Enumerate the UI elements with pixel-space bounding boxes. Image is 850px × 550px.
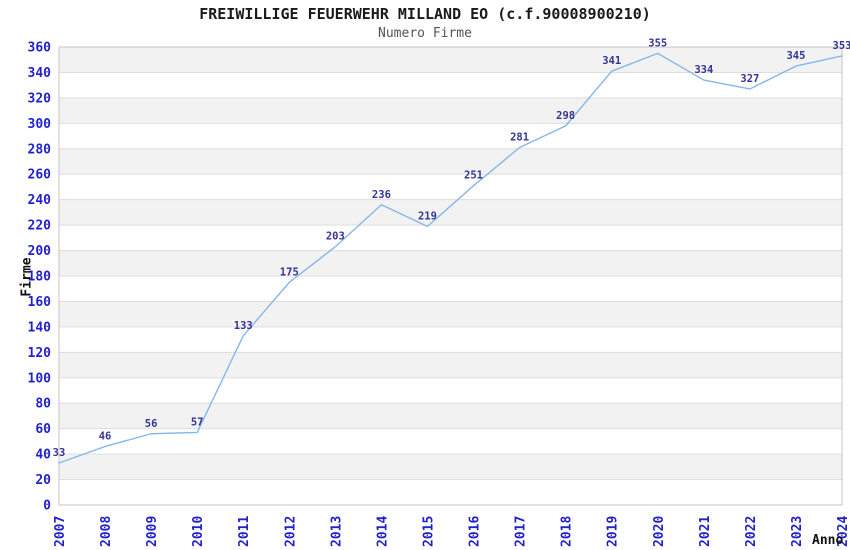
plot-band	[59, 148, 842, 175]
chart-subtitle: Numero Firme	[378, 26, 472, 41]
plot-band	[59, 47, 842, 73]
data-point-label: 203	[326, 231, 345, 243]
x-tick-label: 2019	[606, 516, 621, 547]
x-tick-label: 2009	[145, 516, 160, 547]
plot-band	[59, 403, 842, 429]
y-tick-label: 200	[28, 244, 52, 259]
data-point-label: 57	[191, 416, 204, 428]
x-tick-label: 2023	[790, 516, 805, 547]
plot-border	[58, 46, 843, 506]
y-tick-label: 240	[28, 193, 52, 208]
x-tick-label: 2014	[375, 516, 390, 547]
y-tick-label: 260	[28, 168, 52, 183]
y-tick-label: 300	[28, 117, 52, 132]
x-axis-title: Anno	[812, 533, 844, 548]
y-tick-label: 120	[28, 346, 52, 361]
x-tick-label: 2018	[560, 516, 575, 547]
x-tick-label: 2017	[514, 516, 529, 547]
data-point-label: 341	[602, 55, 621, 67]
plot-band	[59, 352, 842, 378]
x-tick-label: 2012	[283, 516, 298, 547]
data-point-label: 236	[372, 189, 391, 201]
data-point-label: 281	[510, 132, 529, 144]
series-line	[58, 52, 843, 464]
y-tick-label: 40	[35, 448, 51, 463]
y-tick-label: 340	[28, 66, 52, 81]
x-tick-label: 2011	[237, 516, 252, 547]
data-point-label: 353	[833, 40, 850, 52]
data-point-label: 33	[53, 447, 66, 459]
y-tick-label: 360	[28, 41, 52, 56]
data-point-label: 334	[694, 64, 713, 76]
data-point-label: 298	[556, 110, 575, 122]
chart-title: FREIWILLIGE FEUERWEHR MILLAND EO (c.f.90…	[199, 5, 651, 23]
x-tick-label: 2013	[329, 516, 344, 547]
y-tick-label: 280	[28, 142, 52, 157]
y-tick-label: 160	[28, 295, 52, 310]
plot-band	[59, 250, 842, 276]
x-tick-label: 2007	[53, 516, 68, 547]
plot-band	[59, 454, 842, 480]
data-point-label: 133	[234, 320, 253, 332]
x-tick-label: 2021	[698, 516, 713, 547]
y-tick-label: 320	[28, 91, 52, 106]
x-tick-label: 2010	[191, 516, 206, 547]
plot-band	[59, 97, 842, 124]
y-tick-label: 100	[28, 371, 52, 386]
plot-band	[59, 301, 842, 327]
data-point-label: 251	[464, 170, 483, 182]
y-tick-label: 220	[28, 219, 52, 234]
y-tick-label: 20	[35, 473, 51, 488]
x-tick-label: 2020	[652, 516, 667, 547]
y-tick-label: 80	[35, 397, 51, 412]
data-point-label: 46	[99, 430, 112, 442]
data-point-label: 175	[280, 266, 299, 278]
data-point-label: 327	[740, 73, 759, 85]
data-point-label: 355	[648, 37, 667, 49]
y-tick-label: 60	[35, 422, 51, 437]
y-tick-label: 0	[43, 499, 51, 514]
data-point-label: 345	[786, 50, 805, 62]
x-tick-label: 2008	[99, 516, 114, 547]
x-tick-label: 2022	[744, 516, 759, 547]
y-tick-label: 180	[28, 270, 52, 285]
plot-band	[59, 199, 842, 226]
x-tick-label: 2015	[421, 516, 436, 547]
x-tick-label: 2016	[468, 516, 483, 547]
y-tick-label: 140	[28, 320, 52, 335]
data-point-label: 219	[418, 210, 437, 222]
data-point-label: 56	[145, 418, 158, 430]
y-axis-title: Firme	[19, 257, 35, 297]
x-tick-label: 2024	[836, 516, 850, 547]
